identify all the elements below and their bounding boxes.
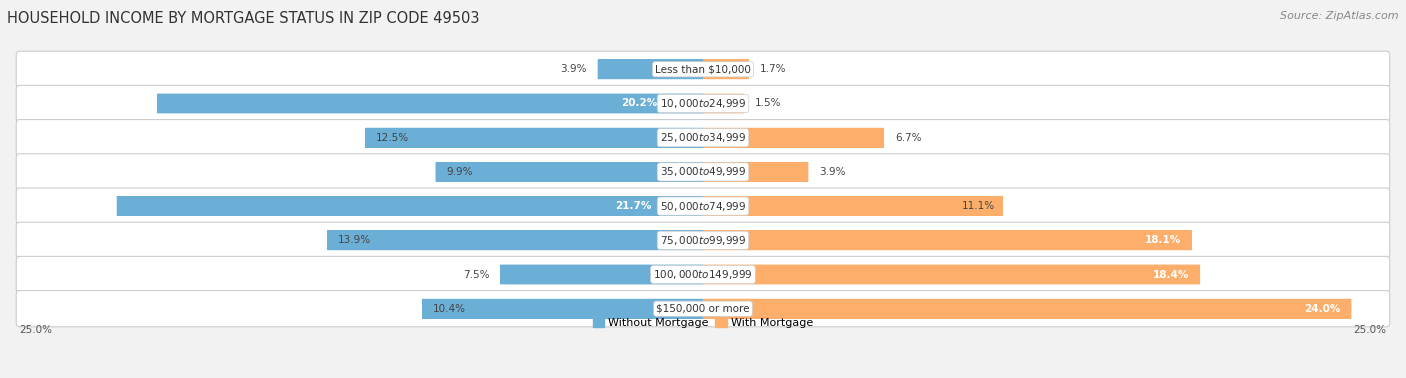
FancyBboxPatch shape bbox=[328, 230, 703, 250]
Text: 3.9%: 3.9% bbox=[561, 64, 586, 74]
Text: 20.2%: 20.2% bbox=[621, 99, 658, 108]
FancyBboxPatch shape bbox=[17, 256, 1389, 293]
Bar bbox=[157, 94, 703, 113]
Text: 1.7%: 1.7% bbox=[759, 64, 786, 74]
FancyBboxPatch shape bbox=[17, 188, 1389, 224]
Bar bbox=[703, 59, 749, 79]
Text: 3.9%: 3.9% bbox=[820, 167, 845, 177]
FancyBboxPatch shape bbox=[598, 59, 703, 79]
Text: Less than $10,000: Less than $10,000 bbox=[655, 64, 751, 74]
Bar bbox=[703, 230, 1192, 250]
Text: $25,000 to $34,999: $25,000 to $34,999 bbox=[659, 131, 747, 144]
Bar bbox=[328, 230, 703, 250]
Text: $50,000 to $74,999: $50,000 to $74,999 bbox=[659, 200, 747, 212]
Text: 18.4%: 18.4% bbox=[1153, 270, 1189, 279]
Text: 6.7%: 6.7% bbox=[894, 133, 921, 143]
Bar bbox=[598, 59, 703, 79]
Text: 25.0%: 25.0% bbox=[1354, 325, 1386, 335]
Bar bbox=[703, 128, 884, 148]
Text: Source: ZipAtlas.com: Source: ZipAtlas.com bbox=[1281, 11, 1399, 21]
FancyBboxPatch shape bbox=[17, 291, 1389, 327]
Legend: Without Mortgage, With Mortgage: Without Mortgage, With Mortgage bbox=[588, 314, 818, 333]
Text: $100,000 to $149,999: $100,000 to $149,999 bbox=[654, 268, 752, 281]
FancyBboxPatch shape bbox=[703, 128, 884, 148]
Text: 7.5%: 7.5% bbox=[463, 270, 489, 279]
Text: 12.5%: 12.5% bbox=[375, 133, 409, 143]
FancyBboxPatch shape bbox=[157, 94, 703, 113]
FancyBboxPatch shape bbox=[703, 196, 1002, 216]
Text: 11.1%: 11.1% bbox=[962, 201, 995, 211]
FancyBboxPatch shape bbox=[117, 196, 703, 216]
FancyBboxPatch shape bbox=[703, 265, 1201, 284]
FancyBboxPatch shape bbox=[17, 85, 1389, 122]
FancyBboxPatch shape bbox=[17, 154, 1389, 190]
Text: 13.9%: 13.9% bbox=[339, 235, 371, 245]
Text: $75,000 to $99,999: $75,000 to $99,999 bbox=[659, 234, 747, 247]
Text: 9.9%: 9.9% bbox=[446, 167, 472, 177]
FancyBboxPatch shape bbox=[17, 119, 1389, 156]
FancyBboxPatch shape bbox=[366, 128, 703, 148]
FancyBboxPatch shape bbox=[703, 94, 744, 113]
Bar bbox=[703, 162, 808, 182]
Text: 24.0%: 24.0% bbox=[1305, 304, 1340, 314]
Bar bbox=[703, 299, 1351, 319]
FancyBboxPatch shape bbox=[703, 230, 1192, 250]
FancyBboxPatch shape bbox=[422, 299, 703, 319]
Bar bbox=[117, 196, 703, 216]
Text: HOUSEHOLD INCOME BY MORTGAGE STATUS IN ZIP CODE 49503: HOUSEHOLD INCOME BY MORTGAGE STATUS IN Z… bbox=[7, 11, 479, 26]
Text: 18.1%: 18.1% bbox=[1144, 235, 1181, 245]
FancyBboxPatch shape bbox=[17, 51, 1389, 87]
Bar bbox=[703, 265, 1201, 284]
Bar bbox=[501, 265, 703, 284]
FancyBboxPatch shape bbox=[703, 59, 749, 79]
Text: $35,000 to $49,999: $35,000 to $49,999 bbox=[659, 166, 747, 178]
Text: 21.7%: 21.7% bbox=[614, 201, 651, 211]
FancyBboxPatch shape bbox=[501, 265, 703, 284]
FancyBboxPatch shape bbox=[436, 162, 703, 182]
FancyBboxPatch shape bbox=[17, 222, 1389, 259]
Bar bbox=[436, 162, 703, 182]
Bar bbox=[422, 299, 703, 319]
Text: 25.0%: 25.0% bbox=[20, 325, 52, 335]
Text: $10,000 to $24,999: $10,000 to $24,999 bbox=[659, 97, 747, 110]
Bar bbox=[703, 196, 1002, 216]
FancyBboxPatch shape bbox=[703, 299, 1351, 319]
FancyBboxPatch shape bbox=[703, 162, 808, 182]
Bar bbox=[366, 128, 703, 148]
Text: 1.5%: 1.5% bbox=[755, 99, 780, 108]
Text: $150,000 or more: $150,000 or more bbox=[657, 304, 749, 314]
Bar bbox=[703, 94, 744, 113]
Text: 10.4%: 10.4% bbox=[433, 304, 465, 314]
